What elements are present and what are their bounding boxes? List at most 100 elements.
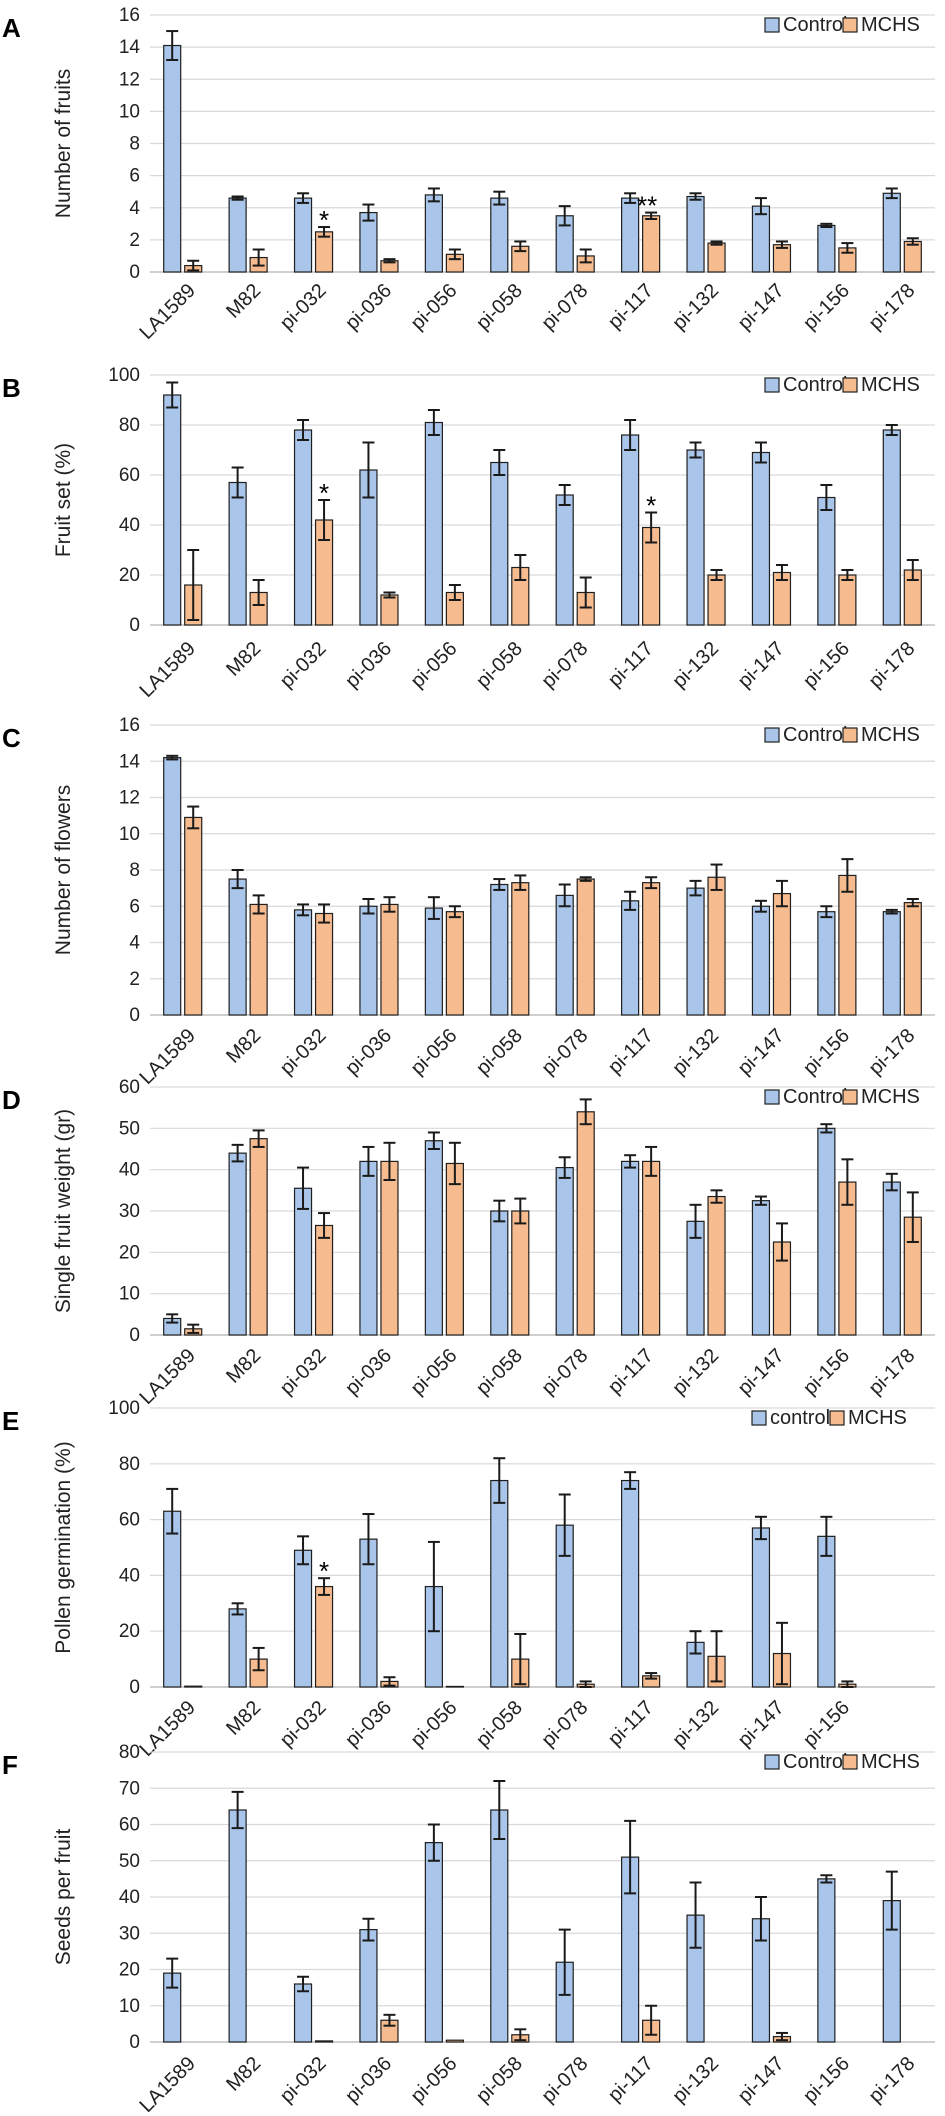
x-tick-label: pi-156 xyxy=(799,638,854,693)
y-tick-label: 16 xyxy=(119,715,140,736)
y-tick-label: 40 xyxy=(119,1887,140,1908)
bar-control xyxy=(621,1160,640,1336)
bar-control xyxy=(817,1127,836,1336)
bar-mchs xyxy=(249,903,268,1016)
bar-mchs xyxy=(642,882,661,1016)
bar-control xyxy=(293,1187,313,1336)
legend-swatch xyxy=(842,1089,858,1105)
y-tick-label: 80 xyxy=(119,1742,140,1763)
significance-marker: * xyxy=(319,478,329,508)
bar-control xyxy=(686,195,705,273)
x-tick-label: pi-117 xyxy=(604,1345,658,1399)
bar-mchs xyxy=(314,2040,334,2043)
x-tick-label: pi-036 xyxy=(341,280,396,335)
x-tick-label: M82 xyxy=(222,2053,265,2096)
bar-mchs xyxy=(707,876,726,1016)
x-tick-label: pi-078 xyxy=(537,1025,592,1080)
panel-letter: E xyxy=(2,1406,19,1436)
bar-control xyxy=(293,909,313,1016)
bar-control xyxy=(621,434,640,626)
y-axis-label: Number of fruits xyxy=(52,69,75,218)
bar-control xyxy=(424,1140,443,1336)
bar-mchs xyxy=(707,574,726,626)
y-tick-label: 40 xyxy=(119,1160,140,1181)
bar-control xyxy=(621,1479,640,1688)
x-tick-label: pi-058 xyxy=(472,280,527,335)
bar-mchs xyxy=(314,1585,334,1688)
y-tick-label: 20 xyxy=(119,1242,140,1263)
legend-label: Control xyxy=(783,724,847,746)
x-tick-label: pi-032 xyxy=(276,1697,331,1752)
panel-letter: C xyxy=(2,723,21,753)
x-tick-label: pi-117 xyxy=(604,2053,658,2107)
bar-mchs xyxy=(445,1685,464,1688)
bar-control xyxy=(490,1210,509,1336)
bar-control xyxy=(751,1200,771,1336)
bar-control xyxy=(751,205,771,273)
x-tick-label: pi-058 xyxy=(472,1345,527,1400)
significance-marker: * xyxy=(319,1556,329,1586)
legend-swatch xyxy=(764,377,780,393)
y-tick-label: 4 xyxy=(129,198,140,219)
y-tick-label: 80 xyxy=(119,1454,140,1475)
bar-mchs xyxy=(314,231,334,273)
x-tick-label: pi-178 xyxy=(865,280,920,335)
x-tick-label: pi-032 xyxy=(276,1345,331,1400)
y-tick-label: 4 xyxy=(129,933,140,954)
legend-swatch xyxy=(842,727,858,743)
x-tick-label: pi-156 xyxy=(799,1025,854,1080)
bar-control xyxy=(882,1181,901,1336)
legend-swatch xyxy=(829,1410,845,1426)
bar-control xyxy=(751,905,771,1016)
x-tick-label: pi-056 xyxy=(407,1025,462,1080)
panel-letter: A xyxy=(2,13,21,43)
y-tick-label: 2 xyxy=(129,969,140,990)
x-tick-label: pi-147 xyxy=(734,1345,789,1400)
bar-mchs xyxy=(576,1111,595,1336)
y-tick-label: 0 xyxy=(129,1005,140,1026)
bar-mchs xyxy=(903,902,922,1016)
x-tick-label: pi-058 xyxy=(472,1025,527,1080)
y-tick-label: 2 xyxy=(129,230,140,251)
x-tick-label: pi-117 xyxy=(604,1697,658,1751)
x-tick-label: pi-032 xyxy=(276,1025,331,1080)
bar-mchs xyxy=(772,892,792,1016)
bar-control xyxy=(293,429,313,626)
bar-control xyxy=(817,1878,836,2043)
y-tick-label: 0 xyxy=(129,1677,140,1698)
x-tick-label: M82 xyxy=(222,1697,265,1740)
x-tick-label: pi-178 xyxy=(865,2053,920,2108)
x-tick-label: pi-178 xyxy=(865,1345,920,1400)
legend-label: Control xyxy=(783,374,847,396)
x-tick-label: pi-147 xyxy=(734,638,789,693)
x-tick-label: pi-117 xyxy=(604,1025,658,1079)
bar-control xyxy=(751,451,771,626)
x-tick-label: pi-117 xyxy=(604,638,658,692)
bar-control xyxy=(490,197,509,273)
y-tick-label: 60 xyxy=(119,1510,140,1531)
bar-mchs xyxy=(707,1195,726,1336)
y-tick-label: 10 xyxy=(119,1284,140,1305)
legend-swatch xyxy=(764,17,780,33)
legend-label: Control xyxy=(783,1751,847,1773)
significance-marker: * xyxy=(319,205,329,235)
x-tick-label: pi-032 xyxy=(276,638,331,693)
bar-control xyxy=(293,1549,313,1688)
bar-control xyxy=(817,496,836,626)
legend-swatch xyxy=(764,727,780,743)
bar-mchs xyxy=(576,878,595,1016)
x-tick-label: M82 xyxy=(222,1025,265,1068)
bar-control xyxy=(882,429,901,626)
x-tick-label: pi-036 xyxy=(341,638,396,693)
y-tick-label: 12 xyxy=(119,788,140,809)
y-tick-label: 20 xyxy=(119,1621,140,1642)
x-tick-label: pi-147 xyxy=(734,1697,789,1752)
x-tick-label: pi-078 xyxy=(537,1345,592,1400)
bar-mchs xyxy=(380,1160,399,1336)
y-tick-label: 0 xyxy=(129,615,140,636)
legend-label: control xyxy=(770,1407,830,1429)
x-tick-label: pi-056 xyxy=(407,280,462,335)
bar-control xyxy=(424,907,443,1016)
x-tick-label: pi-056 xyxy=(407,1345,462,1400)
bar-control xyxy=(621,900,640,1016)
